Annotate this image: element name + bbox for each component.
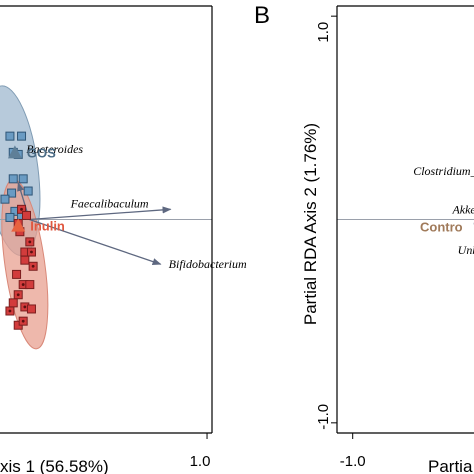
centroid-inulin [11,218,26,232]
inulin-point-dot [21,319,25,323]
vector-label-akkermansia: Akkermansia [451,202,474,216]
inulin-point-dot [23,305,27,309]
inulin-point-dot [8,309,12,313]
gos-point [8,174,18,184]
gos-point [17,131,27,141]
panel-b: B Clostridium_sensu_stricto_RomboutsiaAk… [254,2,474,474]
x-axis-title: Partia [428,457,473,474]
inulin-point-dot [21,283,25,286]
panel-a: Bacteroides Faecalibaculum Bifidobacterium… [0,5,247,474]
inulin-point [25,280,35,290]
inulin-point-dot [16,293,20,297]
inulin-point [20,255,30,265]
inulin-point [26,304,36,314]
x-tick-label: -1.0 [340,453,366,470]
vector-label-unknown: Unknown [458,243,474,257]
vector-label-bifidobacterium: Bifidobacterium [169,257,247,271]
inulin-point-dot [30,250,33,254]
vector-label-clostridium-sensu-stricto: Clostridium_sensu_stricto_ [413,164,474,178]
y-tick-label: -1.0 [315,404,332,430]
gos-point [5,212,15,222]
inulin-point [12,269,22,279]
vector-faecalibaculum [29,206,172,221]
inulin-point [22,210,31,220]
inulin-point-dot [28,240,32,244]
x-tick-label: 1.0 [190,453,211,470]
group-label-inulin: Inulin [30,219,65,234]
gos-point [0,194,10,204]
labels: Bacteroides Faecalibaculum Bifidobacterium… [0,142,247,474]
panel-letter-b: B [254,2,270,29]
vector-label-faecalibaculum: Faecalibaculum [70,196,149,210]
y-axis-title: Partial RDA Axis 2 (1.76%) [301,123,320,325]
inulin-point-dot [20,207,23,211]
gos-point [7,188,17,198]
group-centroids [7,145,26,232]
axes [0,5,213,439]
vector-label-bacteroides: Bacteroides [26,142,83,156]
centroid-gos [7,145,22,159]
gos-point [18,174,28,184]
y-tick-label: 1.0 [315,22,332,43]
group-label-gos: GOS [27,145,56,160]
inulin-point [8,298,18,308]
labels: Clostridium_sensu_stricto_RomboutsiaAkke… [301,22,474,474]
group-label-contro: Contro [420,220,463,235]
gos-point [5,131,15,141]
inulin-point-dot [31,264,35,268]
gos-point [23,186,33,196]
axes [331,5,474,439]
x-axis-title: xis 1 (56.58%) [0,457,109,474]
vector-bifidobacterium [29,218,162,266]
